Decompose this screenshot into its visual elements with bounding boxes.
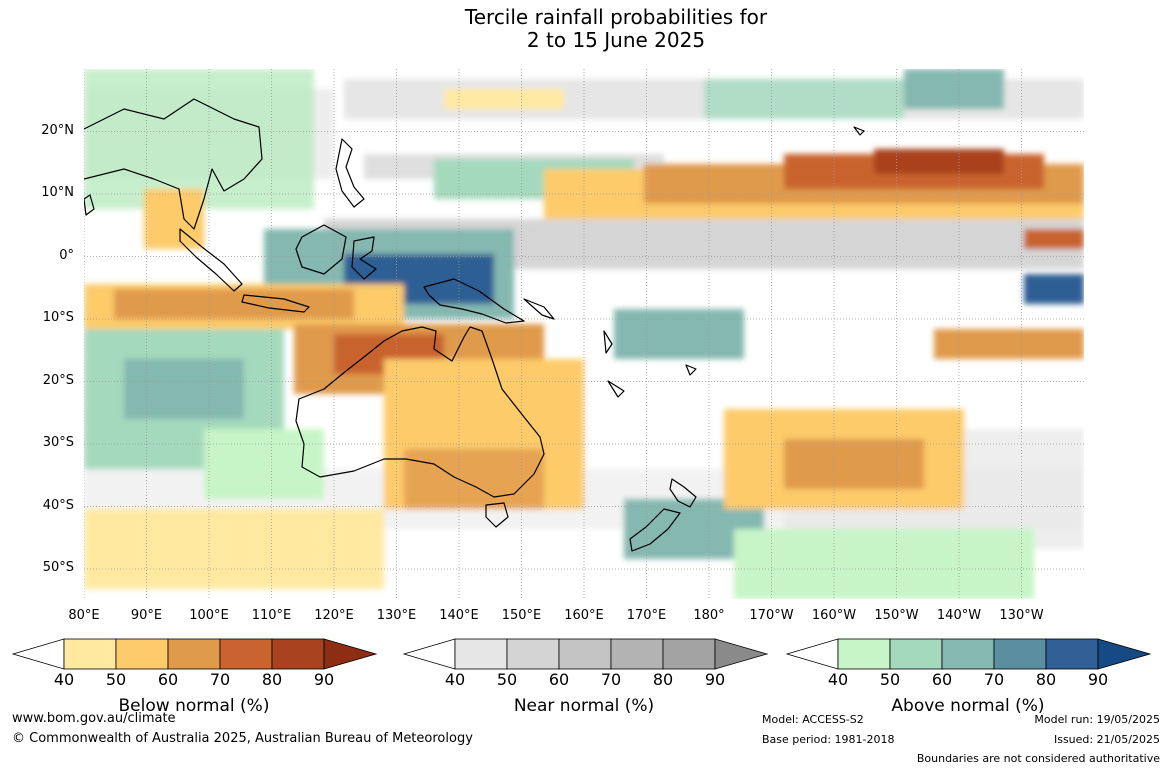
colorbar-segment [271, 638, 325, 670]
colorbar-segment [115, 638, 169, 670]
lon-label-160e: 160°E [564, 608, 604, 623]
colorbar-segment [1045, 638, 1099, 670]
lon-label-90e: 90°E [130, 608, 163, 623]
tick-label: 70 [600, 670, 622, 689]
lat-label-30s: 30°S [42, 435, 74, 450]
colorbar-segment [837, 638, 891, 670]
lat-label-20s: 20°S [42, 373, 74, 388]
map-title: Tercile rainfall probabilities for [464, 5, 768, 29]
lon-label-130e: 130°E [376, 608, 417, 623]
lat-label-10n: 10°N [41, 185, 74, 200]
tick-label: 40 [444, 670, 466, 689]
colorbar-extend-low [403, 638, 456, 670]
colorbar-segment [63, 638, 117, 670]
tick-label: 90 [704, 670, 726, 689]
colorbar-below-normal-label: Below normal (%) [118, 696, 270, 716]
lon-label-80e: 80°E [68, 608, 100, 623]
tick-label: 70 [209, 670, 231, 689]
colorbar-segment [941, 638, 995, 670]
website-text: www.bom.gov.au/climate [12, 711, 176, 726]
lon-label-100e: 100°E [189, 608, 229, 623]
colorbar-extend-high [714, 638, 769, 670]
tick-label: 60 [931, 670, 953, 689]
tick-label: 40 [827, 670, 849, 689]
tick-label: 80 [1035, 670, 1057, 689]
lat-label-10s: 10°S [42, 310, 74, 325]
lon-label-110e: 110°E [251, 608, 292, 623]
lon-label-170w: 170°W [749, 608, 794, 623]
colorbar-segment [506, 638, 560, 670]
tick-label: 60 [157, 670, 179, 689]
base-period-text: Base period: 1981-2018 [762, 733, 895, 746]
colorbar-below-normal [12, 638, 378, 670]
lon-label-140w: 140°W [936, 608, 982, 623]
colorbar-near-normal [403, 638, 769, 670]
lat-label-50s: 50°S [42, 560, 74, 575]
rainfall-probability-map [84, 69, 1084, 599]
coastlines [84, 98, 865, 552]
colorbar-segment [167, 638, 221, 670]
colorbar-extend-high [1097, 638, 1152, 670]
colorbar-segment [219, 638, 273, 670]
tick-label: 80 [261, 670, 283, 689]
lat-label-40s: 40°S [42, 498, 74, 513]
australia-outline [295, 326, 545, 498]
copyright-text: © Commonwealth of Australia 2025, Austra… [12, 731, 473, 746]
tick-label: 50 [496, 670, 518, 689]
model-text: Model: ACCESS-S2 [762, 713, 864, 726]
colorbar-near-normal-label: Near normal (%) [513, 696, 655, 716]
colorbar-segment [610, 638, 664, 670]
lon-label-150e: 150°E [501, 608, 542, 623]
colorbar-above-normal-label: Above normal (%) [891, 696, 1045, 716]
colorbar-segment [889, 638, 943, 670]
colorbar-extend-low [786, 638, 839, 670]
tick-label: 50 [105, 670, 127, 689]
tick-label: 70 [983, 670, 1005, 689]
tick-label: 80 [652, 670, 674, 689]
lon-label-120e: 120°E [314, 608, 354, 623]
lat-label-20n: 20°N [41, 123, 74, 138]
tick-label: 90 [1087, 670, 1109, 689]
lon-label-160w: 160°W [811, 608, 857, 623]
colorbar-segment [662, 638, 716, 670]
model-run-text: Model run: 19/05/2025 [1034, 713, 1160, 726]
lon-label-150w: 150°W [874, 608, 919, 623]
issued-text: Issued: 21/05/2025 [1053, 733, 1160, 746]
disclaimer-text: Boundaries are not considered authoritat… [916, 752, 1160, 765]
colorbar-extend-high [323, 638, 378, 670]
lon-label-140e: 140°E [439, 608, 479, 623]
map-subtitle: 2 to 15 June 2025 [526, 28, 706, 52]
colorbar-segment [558, 638, 612, 670]
lon-label-130w: 130°W [999, 608, 1044, 623]
colorbar-extend-low [12, 638, 65, 670]
colorbar-segment [993, 638, 1047, 670]
tick-label: 90 [313, 670, 335, 689]
lon-label-170e: 170°E [626, 608, 667, 623]
colorbar-segment [454, 638, 508, 670]
lon-label-180: 180° [693, 608, 725, 623]
tick-label: 40 [53, 670, 75, 689]
tick-label: 60 [548, 670, 570, 689]
lat-label-0: 0° [59, 248, 74, 263]
colorbar-above-normal [786, 638, 1152, 670]
tick-label: 50 [879, 670, 901, 689]
